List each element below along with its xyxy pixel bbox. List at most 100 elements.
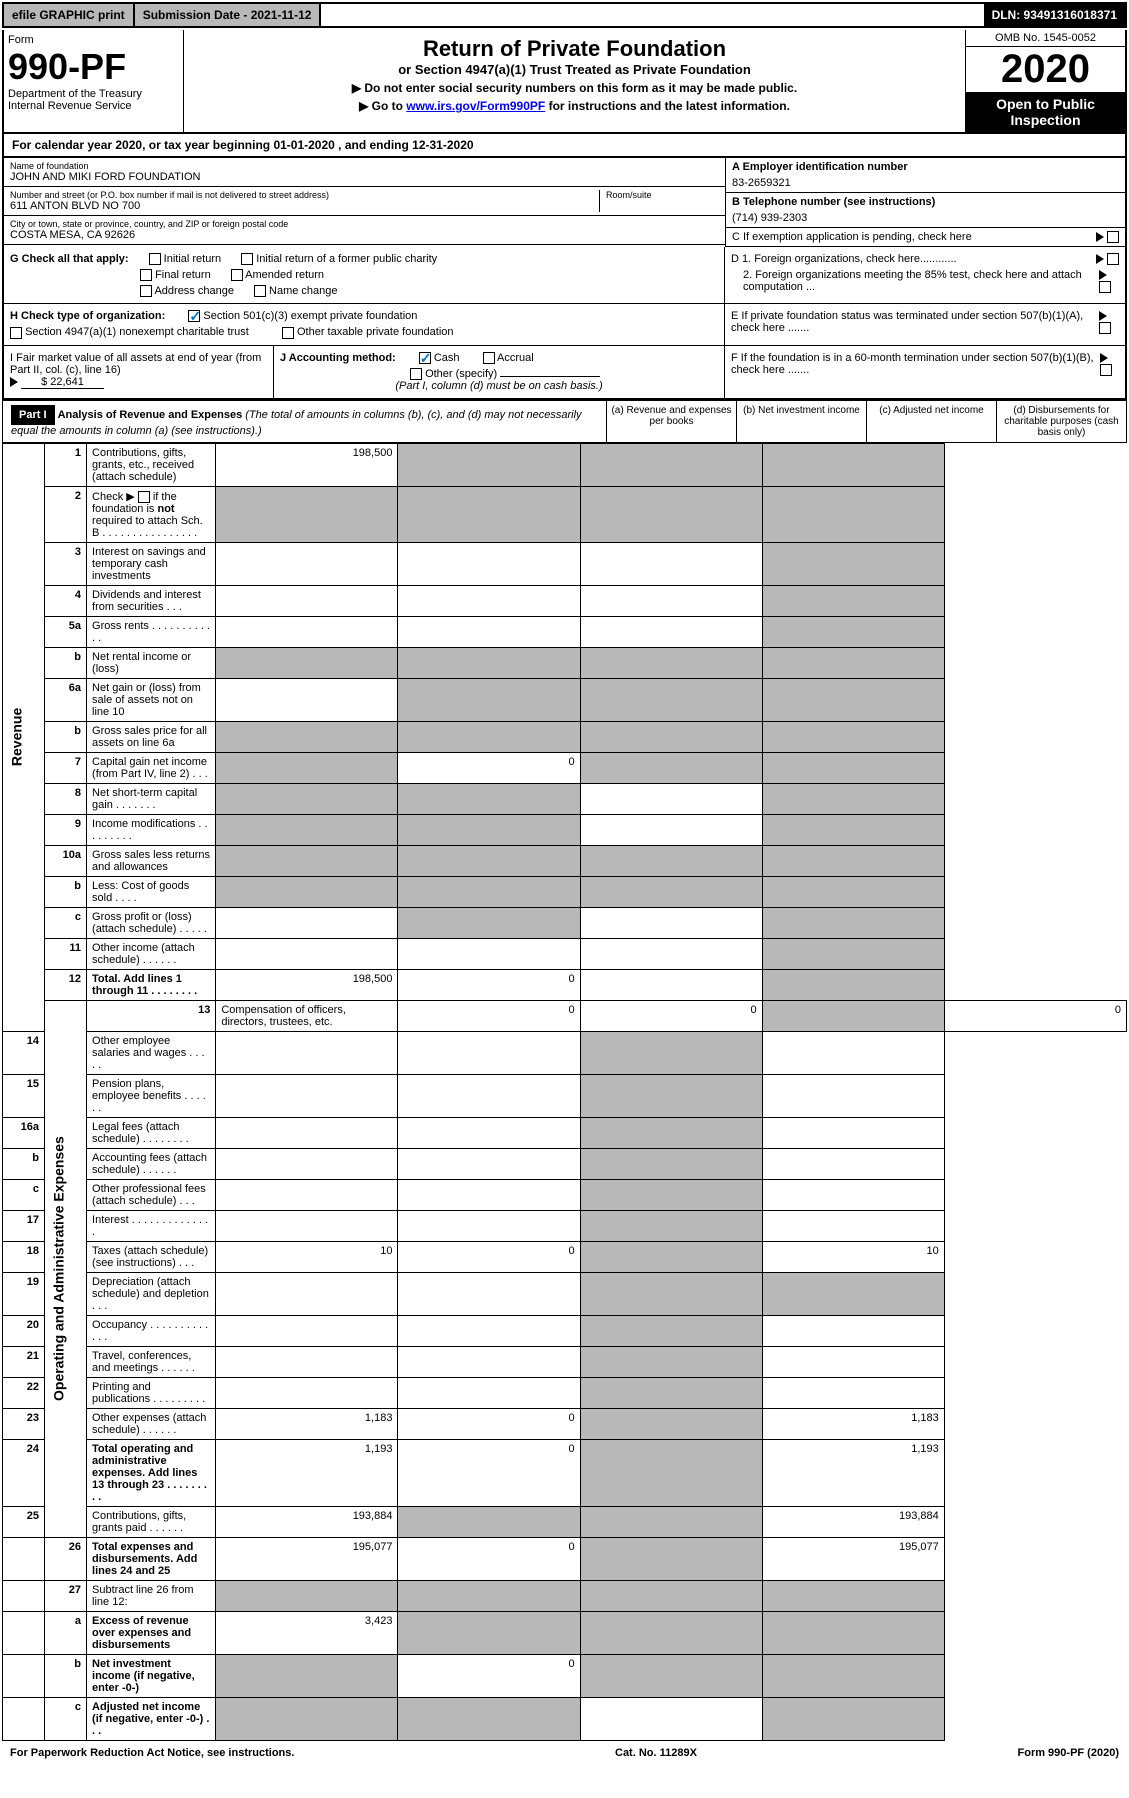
arrow-icon (1096, 232, 1104, 242)
val-a: 10 (216, 1241, 398, 1272)
line-num: 7 (45, 752, 87, 783)
h-501c3[interactable] (188, 310, 200, 322)
line-desc: Accounting fees (attach schedule) . . . … (87, 1148, 216, 1179)
e-checkbox[interactable] (1099, 322, 1111, 334)
line-desc: Gross sales less returns and allowances (87, 845, 216, 876)
line-desc: Gross sales price for all assets on line… (87, 721, 216, 752)
g-initial-former[interactable] (241, 253, 253, 265)
line-num: 15 (3, 1074, 45, 1117)
val-b: 0 (398, 1408, 580, 1439)
line-num: c (3, 1179, 45, 1210)
line-num: 27 (45, 1580, 87, 1611)
g-d-section: G Check all that apply: Initial return I… (2, 247, 1127, 304)
val-d: 10 (762, 1241, 944, 1272)
tax-year: 2020 (966, 47, 1125, 92)
f-checkbox[interactable] (1100, 364, 1112, 376)
revenue-label: Revenue (3, 443, 45, 1031)
j-other-label: Other (specify) (425, 368, 497, 380)
line-desc: Subtract line 26 from line 12: (87, 1580, 216, 1611)
val-b: 0 (580, 1000, 762, 1031)
address: 611 ANTON BLVD NO 700 (10, 200, 599, 212)
d2-checkbox[interactable] (1099, 281, 1111, 293)
note2-pre: ▶ Go to (359, 99, 406, 113)
part1-label: Part I (11, 405, 55, 425)
line-desc: Pension plans, employee benefits . . . .… (87, 1074, 216, 1117)
i-label: I Fair market value of all assets at end… (10, 352, 267, 376)
line-num: b (3, 1148, 45, 1179)
arrow-icon (1099, 270, 1107, 280)
room-label: Room/suite (606, 190, 719, 200)
c-checkbox[interactable] (1107, 231, 1119, 243)
line-desc: Net investment income (if negative, ente… (87, 1654, 216, 1697)
line-desc: Occupancy . . . . . . . . . . . . . (87, 1315, 216, 1346)
g-opt0: Initial return (164, 253, 221, 265)
line-desc: Total expenses and disbursements. Add li… (87, 1537, 216, 1580)
val-a: 0 (398, 1000, 580, 1031)
line-num: 17 (3, 1210, 45, 1241)
line-num: 23 (3, 1408, 45, 1439)
j-cash[interactable] (419, 352, 431, 364)
j-other[interactable] (410, 368, 422, 380)
arrow-icon (10, 377, 18, 387)
g-name[interactable] (254, 285, 266, 297)
col-b: (b) Net investment income (736, 401, 866, 442)
line-num: b (45, 647, 87, 678)
form-title: Return of Private Foundation (190, 36, 959, 62)
line-num: 13 (87, 1000, 216, 1031)
arrow-icon (1099, 311, 1107, 321)
note2-post: for instructions and the latest informat… (545, 99, 790, 113)
val-a: 198,500 (216, 969, 398, 1000)
line-num: 22 (3, 1377, 45, 1408)
dept: Department of the Treasury (8, 88, 179, 100)
line-num: 6a (45, 678, 87, 721)
line-num: c (45, 907, 87, 938)
g-opt2: Final return (155, 269, 211, 281)
g-address[interactable] (140, 285, 152, 297)
h-e-section: H Check type of organization: Section 50… (2, 304, 1127, 345)
footer-left: For Paperwork Reduction Act Notice, see … (10, 1747, 294, 1759)
line-num: 9 (45, 814, 87, 845)
h-label: H Check type of organization: (10, 310, 165, 322)
form-link[interactable]: www.irs.gov/Form990PF (406, 99, 545, 113)
page-footer: For Paperwork Reduction Act Notice, see … (2, 1743, 1127, 1763)
j-accrual[interactable] (483, 352, 495, 364)
val-d: 1,183 (762, 1408, 944, 1439)
line-desc: Dividends and interest from securities .… (87, 585, 216, 616)
e-label: E If private foundation status was termi… (731, 310, 1099, 338)
line-desc: Capital gain net income (from Part IV, l… (87, 752, 216, 783)
col-a: (a) Revenue and expenses per books (606, 401, 736, 442)
open-inspection: Open to Public Inspection (966, 92, 1125, 132)
line-desc: Other income (attach schedule) . . . . .… (87, 938, 216, 969)
line-num: 3 (45, 542, 87, 585)
city: COSTA MESA, CA 92626 (10, 229, 719, 241)
line-desc: Gross profit or (loss) (attach schedule)… (87, 907, 216, 938)
phone: (714) 939-2303 (732, 208, 1119, 224)
g-amended[interactable] (231, 269, 243, 281)
val-b: 0 (398, 1654, 580, 1697)
h-4947[interactable] (10, 327, 22, 339)
sch-b-checkbox[interactable] (138, 491, 150, 503)
dln: DLN: 93491316018371 (984, 4, 1125, 26)
ein: 83-2659321 (732, 173, 1119, 189)
val-d: 1,193 (762, 1439, 944, 1506)
val-a: 1,183 (216, 1408, 398, 1439)
line-desc: Compensation of officers, directors, tru… (216, 1000, 398, 1031)
line-num: 19 (3, 1272, 45, 1315)
g-final[interactable] (140, 269, 152, 281)
h-other-tax[interactable] (282, 327, 294, 339)
d1-checkbox[interactable] (1107, 253, 1119, 265)
line-desc: Total operating and administrative expen… (87, 1439, 216, 1506)
val-b: 0 (398, 1537, 580, 1580)
line-desc: Total. Add lines 1 through 11 . . . . . … (87, 969, 216, 1000)
g-initial[interactable] (149, 253, 161, 265)
line-desc: Check ▶ if the foundation is not require… (87, 486, 216, 542)
line-num: 8 (45, 783, 87, 814)
line-num: c (45, 1697, 87, 1740)
omb-no: OMB No. 1545-0052 (966, 30, 1125, 47)
part1-table: Revenue 1Contributions, gifts, grants, e… (2, 443, 1127, 1741)
line-num: 1 (45, 443, 87, 486)
c-label: C If exemption application is pending, c… (732, 231, 972, 243)
val-d: 195,077 (762, 1537, 944, 1580)
top-bar: efile GRAPHIC print Submission Date - 20… (2, 2, 1127, 28)
calendar-year: For calendar year 2020, or tax year begi… (2, 134, 1127, 158)
